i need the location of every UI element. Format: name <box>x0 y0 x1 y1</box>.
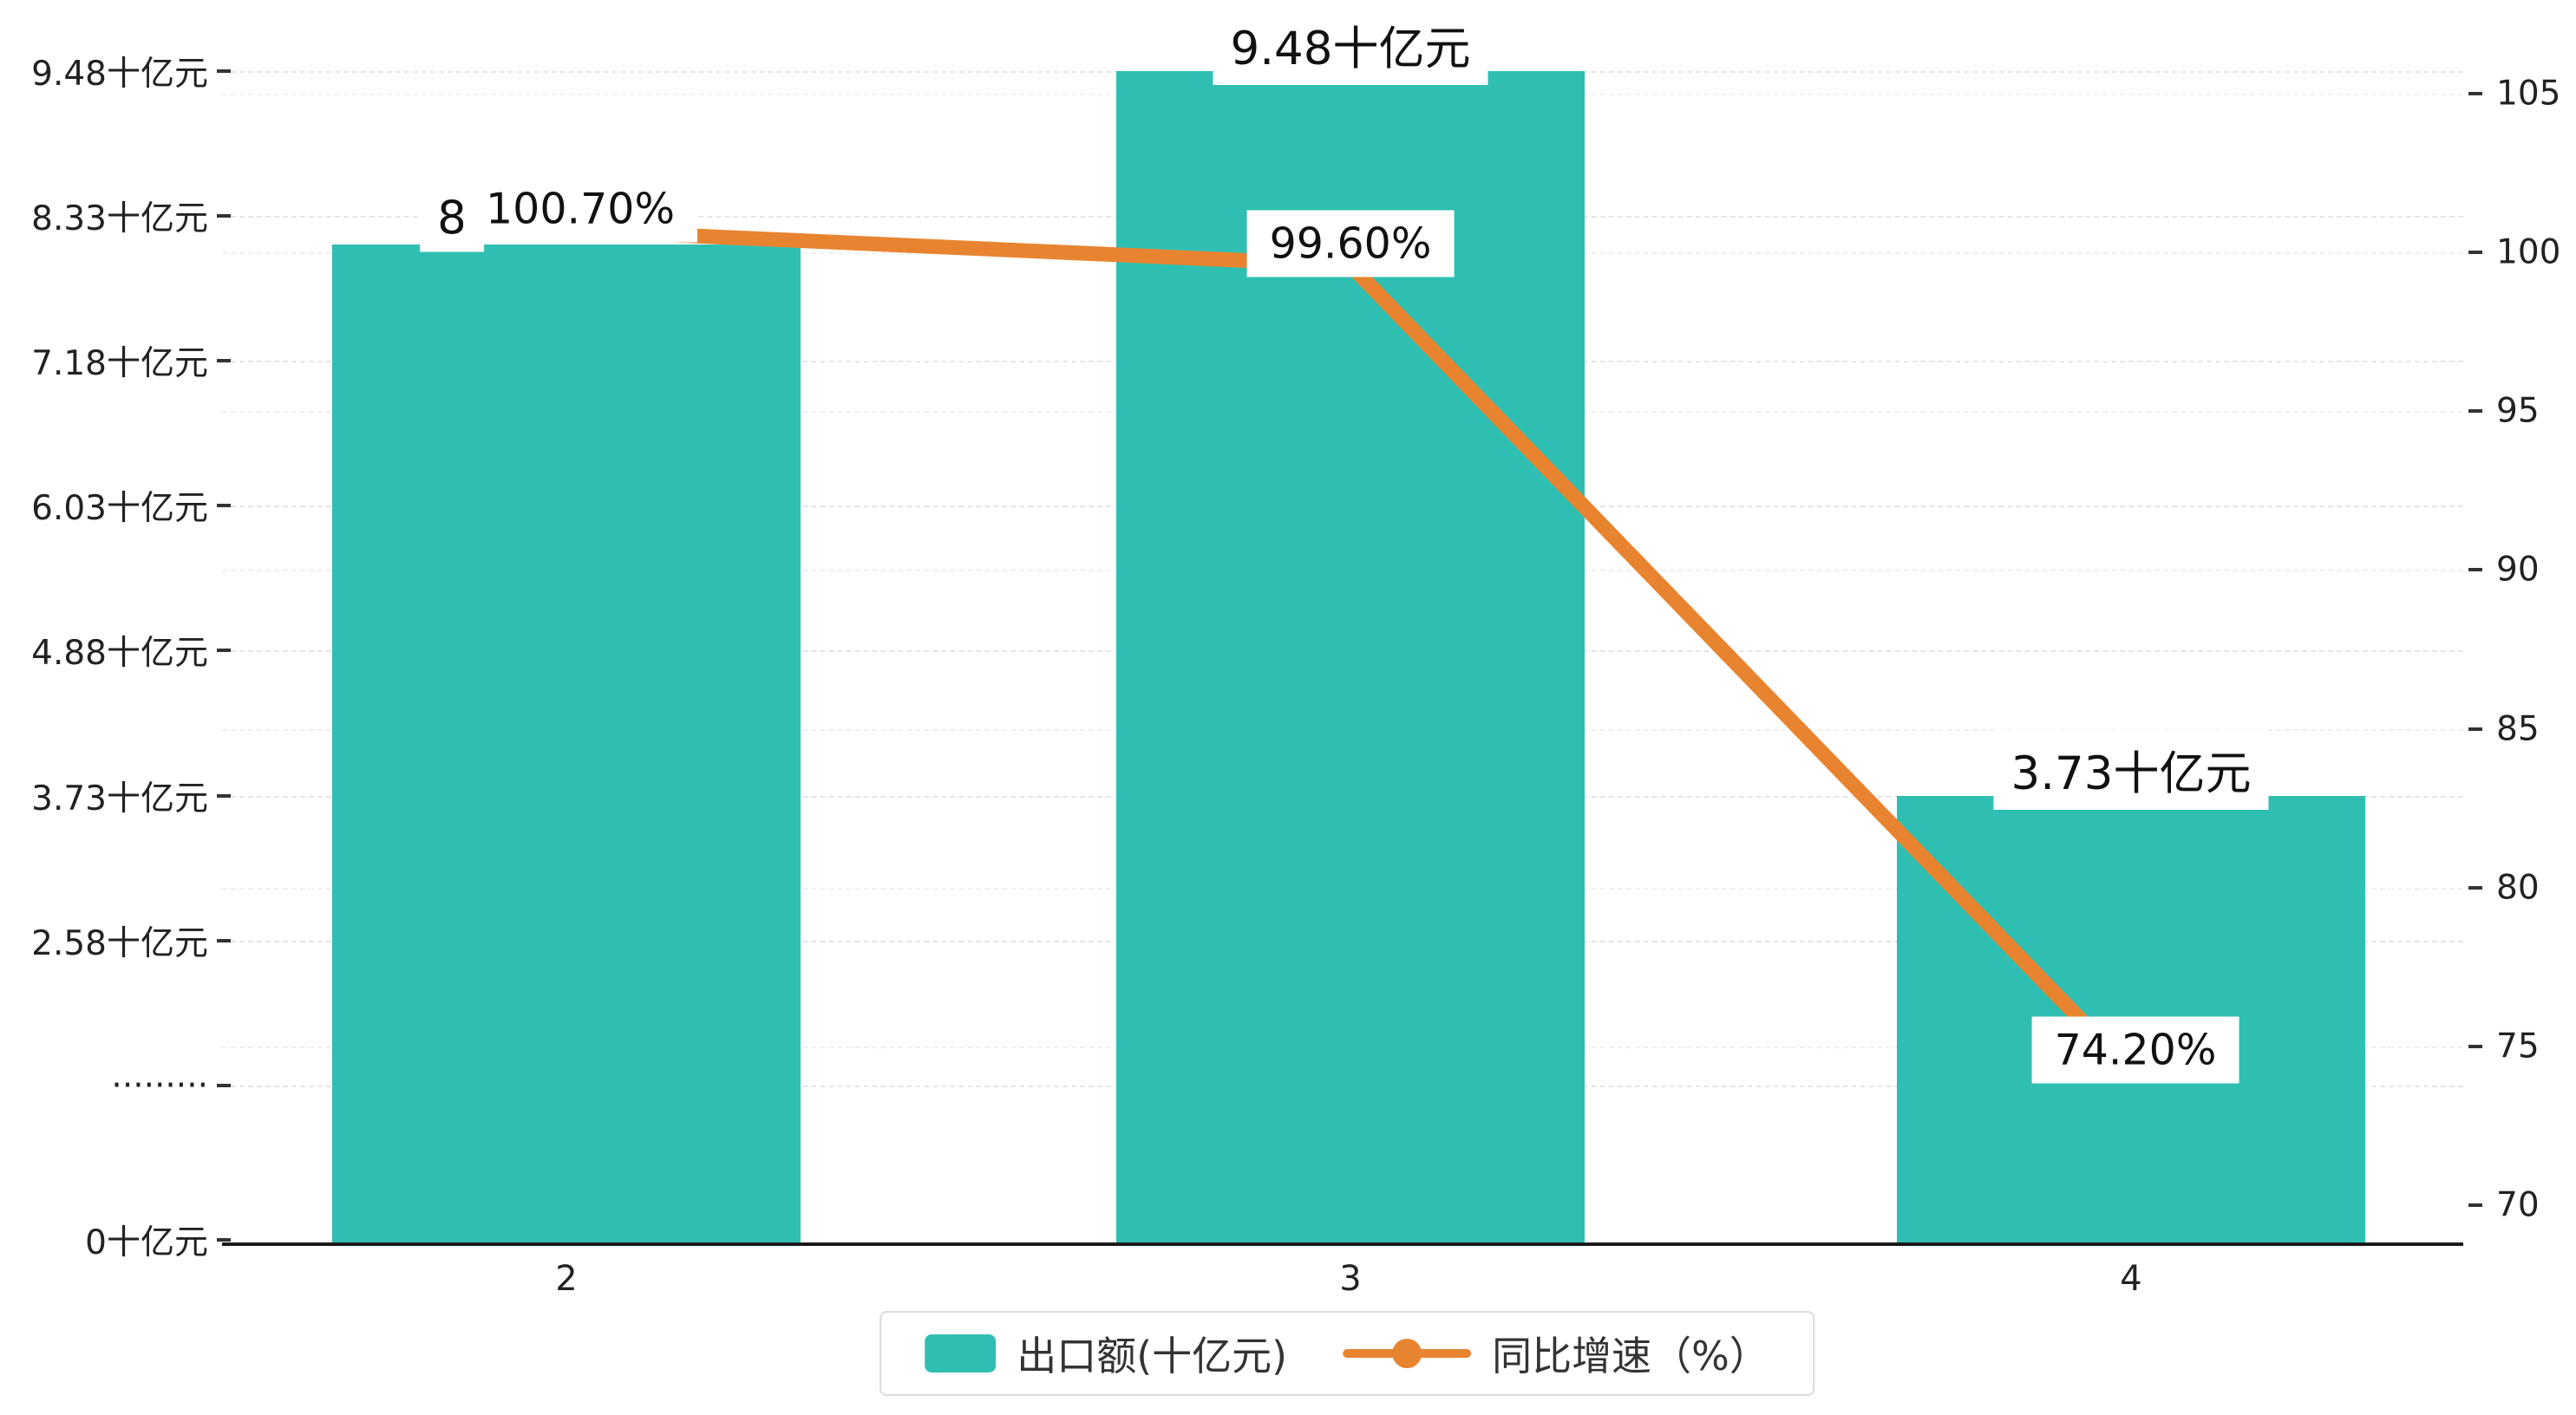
left-axis-tick <box>217 649 231 652</box>
bar-value-label: 3.73十亿元 <box>1993 730 2269 810</box>
line-value-label: 99.60% <box>1246 210 1455 277</box>
left-axis-label: 3.73十亿元 <box>31 779 208 818</box>
legend: 出口额(十亿元) 同比增速（%） <box>879 1311 1814 1396</box>
left-axis-label: 0十亿元 <box>85 1223 208 1262</box>
x-axis-label: 3 <box>1339 1259 1362 1299</box>
right-axis-label: 80 <box>2496 868 2540 908</box>
line-series-dot <box>1392 1339 1422 1368</box>
bar-series-swatch <box>925 1334 997 1373</box>
growth-line[interactable] <box>559 223 2139 1079</box>
right-axis-tick <box>2468 727 2482 731</box>
right-axis-tick <box>2468 409 2482 414</box>
x-axis-line <box>222 1242 2463 1246</box>
left-axis-tick <box>217 1084 231 1087</box>
left-axis-label: 6.03十亿元 <box>31 489 208 528</box>
legend-item-export-bar[interactable]: 出口额(十亿元) <box>925 1325 1287 1382</box>
right-axis-label: 70 <box>2496 1185 2540 1225</box>
right-axis-tick <box>2468 1203 2482 1207</box>
right-axis-tick <box>2468 1044 2482 1048</box>
x-axis-label: 2 <box>555 1259 578 1299</box>
export-bar[interactable] <box>332 245 801 1242</box>
right-axis-tick <box>2468 885 2482 890</box>
right-axis-label: 90 <box>2496 550 2540 590</box>
line-value-label: 74.20% <box>2031 1016 2239 1084</box>
right-axis-label: 105 <box>2496 74 2561 114</box>
right-axis-tick <box>2468 251 2482 255</box>
left-axis-tick <box>217 1238 231 1242</box>
right-axis-tick <box>2468 92 2482 96</box>
left-axis-tick <box>217 794 231 798</box>
right-axis-label: 85 <box>2496 709 2540 749</box>
left-axis-label: 4.88十亿元 <box>31 634 208 673</box>
legend-label-growth: 同比增速（%） <box>1492 1333 1769 1379</box>
x-axis-label: 4 <box>2120 1259 2142 1299</box>
left-axis-tick <box>217 359 231 362</box>
left-axis-label: 8.33十亿元 <box>31 199 208 238</box>
left-axis-label: 2.58十亿元 <box>31 924 208 963</box>
left-axis-tick <box>217 214 231 218</box>
left-axis-tick <box>217 939 231 942</box>
right-axis-label: 75 <box>2496 1027 2540 1066</box>
left-axis-tick <box>217 504 231 507</box>
legend-label-export: 出口额(十亿元) <box>1017 1333 1288 1379</box>
right-axis-label: 100 <box>2496 232 2561 272</box>
line-series-swatch <box>1343 1339 1472 1368</box>
line-value-label: 100.70% <box>462 175 698 243</box>
left-axis-label: ········· <box>111 1066 208 1105</box>
left-axis-tick <box>217 69 231 73</box>
left-axis-label: 9.48十亿元 <box>31 55 208 94</box>
legend-item-growth-line[interactable]: 同比增速（%） <box>1343 1325 1769 1382</box>
bar-value-label: 9.48十亿元 <box>1213 5 1488 85</box>
right-axis-label: 95 <box>2496 391 2540 431</box>
right-axis-tick <box>2468 568 2482 572</box>
left-axis-label: 7.18十亿元 <box>31 344 208 383</box>
